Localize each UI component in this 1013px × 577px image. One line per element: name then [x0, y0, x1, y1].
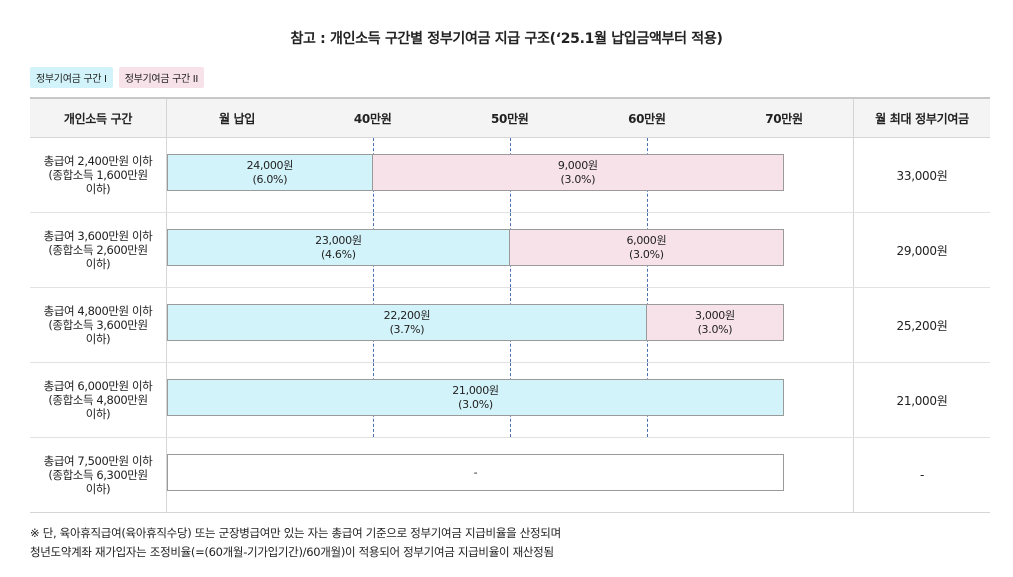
bar-amount-label: 24,000원 — [246, 158, 294, 172]
tier1-bar: 21,000원 (3.0%) — [167, 379, 784, 416]
income-band-line: 총급여 3,600만원 이하 — [43, 229, 153, 243]
income-band-line: 총급여 6,000만원 이하 — [43, 379, 153, 393]
payment-bar-cell: - — [167, 438, 854, 512]
bar-rate-label: (6.0%) — [252, 172, 288, 186]
income-band-line: 이하) — [85, 482, 111, 496]
tier2-bar: 9,000원 (3.0%) — [372, 154, 784, 191]
tier2-bar: 6,000원 (3.0%) — [509, 229, 784, 266]
income-band-line: (종합소득 2,600만원 — [48, 243, 148, 257]
max-contribution-cell: 25,200원 — [896, 318, 948, 333]
empty-bar: - — [167, 454, 784, 491]
income-band-line: (종합소득 3,600만원 — [48, 318, 148, 332]
bar-amount-label: 21,000원 — [452, 383, 499, 397]
tier1-bar: 23,000원 (4.6%) — [167, 229, 510, 266]
table-row: 총급여 6,000만원 이하 (종합소득 4,800만원 이하) 21,000원 (3.… — [30, 363, 990, 438]
bar-amount-label: 22,200원 — [383, 308, 431, 322]
income-band-cell: 총급여 3,600만원 이하 (종합소득 2,600만원 이하) — [30, 213, 167, 287]
income-band-line: 이하) — [85, 257, 111, 271]
max-contribution-cell: 33,000원 — [896, 168, 948, 183]
income-band-cell: 총급여 2,400만원 이하 (종합소득 1,600만원 이하) — [30, 138, 167, 212]
bar-rate-label: (3.0%) — [697, 322, 733, 336]
table-row: 총급여 4,800만원 이하 (종합소득 3,600만원 이하) 22,200원 (3.… — [30, 288, 990, 363]
table-row: 총급여 2,400만원 이하 (종합소득 1,600만원 이하) 24,000원 (6.… — [30, 138, 990, 213]
bar-amount-label: 3,000원 — [695, 308, 735, 322]
table-body: 총급여 2,400만원 이하 (종합소득 1,600만원 이하) 24,000원 (6.… — [30, 138, 990, 512]
bar-rate-label: (3.0%) — [458, 397, 493, 411]
income-band-cell: 총급여 4,800만원 이하 (종합소득 3,600만원 이하) — [30, 288, 167, 362]
max-contribution-cell: - — [919, 468, 925, 482]
income-band-line: 총급여 2,400만원 이하 — [43, 154, 153, 168]
page-title: 참고 : 개인소득 구간별 정부기여금 지급 구조(‘25.1월 납입금액부터 … — [290, 31, 723, 47]
table-header: 개인소득 구간 월 납입 40만원 50만원 60만원 70만원 월 최대 정부기여금 — [30, 99, 990, 138]
income-band-line: 총급여 4,800만원 이하 — [43, 304, 153, 318]
bar-rate-label: (3.7%) — [389, 322, 425, 336]
bar-rate-label: (3.0%) — [560, 172, 596, 186]
tier1-bar: 24,000원 (6.0%) — [167, 154, 373, 191]
header-payment-axis: 월 납입 40만원 50만원 60만원 70만원 — [167, 99, 854, 137]
axis-tick-40: 40만원 — [353, 112, 392, 126]
header-monthly-payment: 월 납입 — [218, 112, 256, 126]
max-contribution-cell: 21,000원 — [896, 393, 948, 408]
axis-tick-60: 60만원 — [628, 112, 666, 126]
max-contribution-cell: 29,000원 — [896, 243, 948, 258]
bar-rate-label: (4.6%) — [321, 247, 356, 261]
legend-tier1: 정부기여금 구간 I — [30, 67, 113, 88]
axis-tick-70: 70만원 — [765, 112, 803, 126]
contribution-table: 개인소득 구간 월 납입 40만원 50만원 60만원 70만원 월 최대 정부기여금… — [30, 97, 990, 513]
income-band-line: (종합소득 6,300만원 — [48, 468, 148, 482]
tier1-bar: 22,200원 (3.7%) — [167, 304, 647, 341]
legend: 정부기여금 구간 I 정부기여금 구간 II — [30, 67, 205, 88]
payment-bar-cell: 21,000원 (3.0%) — [167, 363, 854, 437]
header-max-contribution: 월 최대 정부기여금 — [875, 111, 969, 126]
bar-amount-label: - — [473, 465, 478, 479]
income-band-cell: 총급여 7,500만원 이하 (종합소득 6,300만원 이하) — [30, 438, 167, 512]
income-band-line: 이하) — [85, 332, 111, 346]
income-band-cell: 총급여 6,000만원 이하 (종합소득 4,800만원 이하) — [30, 363, 167, 437]
income-band-line: 이하) — [85, 182, 111, 196]
footnote-line2: 청년도약계좌 재가입자는 조정비율(=(60개월-기가입기간)/60개월)이 적… — [30, 545, 554, 559]
payment-bar-cell: 22,200원 (3.7%) 3,000원 (3.0%) — [167, 288, 854, 362]
table-row: 총급여 7,500만원 이하 (종합소득 6,300만원 이하) - - — [30, 438, 990, 512]
bar-amount-label: 6,000원 — [626, 233, 667, 247]
header-income-band: 개인소득 구간 — [30, 99, 167, 137]
income-band-line: (종합소득 4,800만원 — [48, 393, 148, 407]
bar-amount-label: 23,000원 — [315, 233, 362, 247]
footnote: ※ 단, 육아휴직급여(육아휴직수당) 또는 군장병급여만 있는 자는 총급여 … — [30, 524, 561, 562]
bar-rate-label: (3.0%) — [629, 247, 664, 261]
axis-tick-50: 50만원 — [490, 112, 529, 126]
income-band-line: 총급여 7,500만원 이하 — [43, 454, 153, 468]
legend-tier2: 정부기여금 구간 II — [118, 67, 205, 88]
bar-amount-label: 9,000원 — [557, 158, 598, 172]
income-band-line: (종합소득 1,600만원 — [48, 168, 148, 182]
payment-bar-cell: 23,000원 (4.6%) 6,000원 (3.0%) — [167, 213, 854, 287]
footnote-line1: ※ 단, 육아휴직급여(육아휴직수당) 또는 군장병급여만 있는 자는 총급여 … — [30, 526, 561, 540]
income-band-line: 이하) — [85, 407, 111, 421]
payment-bar-cell: 24,000원 (6.0%) 9,000원 (3.0%) — [167, 138, 854, 212]
tier2-bar: 3,000원 (3.0%) — [646, 304, 784, 341]
table-row: 총급여 3,600만원 이하 (종합소득 2,600만원 이하) 23,000원 (4.… — [30, 213, 990, 288]
